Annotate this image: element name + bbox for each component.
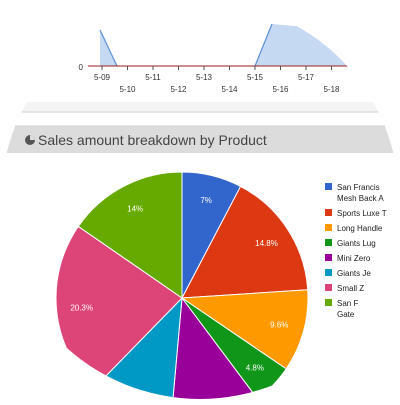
legend-label: Mini Zero xyxy=(337,254,371,263)
legend-swatch xyxy=(325,299,332,306)
panel-header: Sales amount breakdown by Product xyxy=(1,125,399,153)
pie-slice[interactable] xyxy=(180,289,309,370)
legend-label: Mesh Back A xyxy=(337,194,384,203)
panel-divider xyxy=(1,102,399,112)
legend-label: Long Handle xyxy=(337,224,383,233)
area-chart: 0 5-095-105-115-125-135-145-155-165-175-… xyxy=(1,1,399,102)
area-series-line xyxy=(99,29,118,67)
legend-label: Gate xyxy=(337,310,355,319)
legend-label: Sports Luxe T xyxy=(337,209,387,218)
legend-label: San Francis xyxy=(337,183,380,192)
pie-legend: San Francis Mesh Back A Sports Luxe T Long … xyxy=(325,183,387,319)
pie-slice[interactable] xyxy=(181,185,309,299)
x-tick-label: 5-13 xyxy=(196,73,213,82)
x-tick-label: 5-16 xyxy=(272,85,289,94)
pie-chart-icon xyxy=(25,135,35,145)
area-series-fill xyxy=(255,24,399,66)
x-tick-label: 5-14 xyxy=(221,85,238,94)
legend-item[interactable]: Giants Lug xyxy=(325,239,376,248)
legend-swatch xyxy=(325,284,332,291)
legend-label: San F xyxy=(337,299,358,308)
legend-item[interactable]: San Francis Mesh Back A xyxy=(325,183,384,203)
legend-item[interactable]: Long Handle xyxy=(325,224,383,233)
legend-swatch xyxy=(325,209,332,216)
area-chart-background xyxy=(1,1,399,102)
legend-item[interactable]: Sports Luxe T xyxy=(325,209,387,218)
legend-item[interactable]: Mini Zero xyxy=(325,254,371,263)
pie-slice-label: 9.6% xyxy=(270,320,288,329)
legend-swatch xyxy=(325,183,332,190)
area-series-line xyxy=(254,23,273,67)
pie-chart xyxy=(55,171,309,400)
x-tick-label: 5-10 xyxy=(119,85,136,94)
pie-slice-label: 14% xyxy=(127,205,143,214)
legend-swatch xyxy=(325,254,332,261)
x-tick-label: 5-17 xyxy=(298,73,315,82)
legend-item[interactable]: Giants Je xyxy=(325,269,371,278)
pie-slice-label: 4.8% xyxy=(246,364,264,373)
legend-label: Small Z xyxy=(337,284,364,293)
pie-slice[interactable] xyxy=(170,296,259,400)
pie-slice-labels: 7% 14.8% 9.6% 4.8% 20.3% 14% xyxy=(70,196,288,373)
pie-slice[interactable] xyxy=(77,171,183,299)
legend-label: Giants Lug xyxy=(337,239,376,248)
pie-slice-label: 20.3% xyxy=(70,304,93,313)
legend-swatch xyxy=(325,224,332,231)
y-tick-label: 0 xyxy=(79,63,84,72)
panel-title: Sales amount breakdown by Product xyxy=(38,132,267,148)
legend-item[interactable]: Small Z xyxy=(325,284,364,293)
legend-swatch xyxy=(325,239,332,246)
legend-item[interactable]: San F Gate xyxy=(325,299,358,319)
x-tick-label: 5-09 xyxy=(94,73,111,82)
x-axis-ticks: 5-09 5-10 5-11 5-12 5-13 5-14 5-15 5-16 5-17 5-18 xyxy=(94,66,340,94)
x-tick-label: 5-18 xyxy=(323,85,340,94)
legend-label: Giants Je xyxy=(337,269,371,278)
x-tick-label: 5-11 xyxy=(145,73,161,82)
panel-header-bar xyxy=(1,126,399,153)
legend-swatch xyxy=(325,269,332,276)
pie-slice-label: 14.8% xyxy=(255,239,278,248)
x-tick-label: 5-12 xyxy=(170,85,187,94)
x-tick-label: 5-15 xyxy=(247,73,264,82)
pie-slice-label: 7% xyxy=(200,196,212,205)
